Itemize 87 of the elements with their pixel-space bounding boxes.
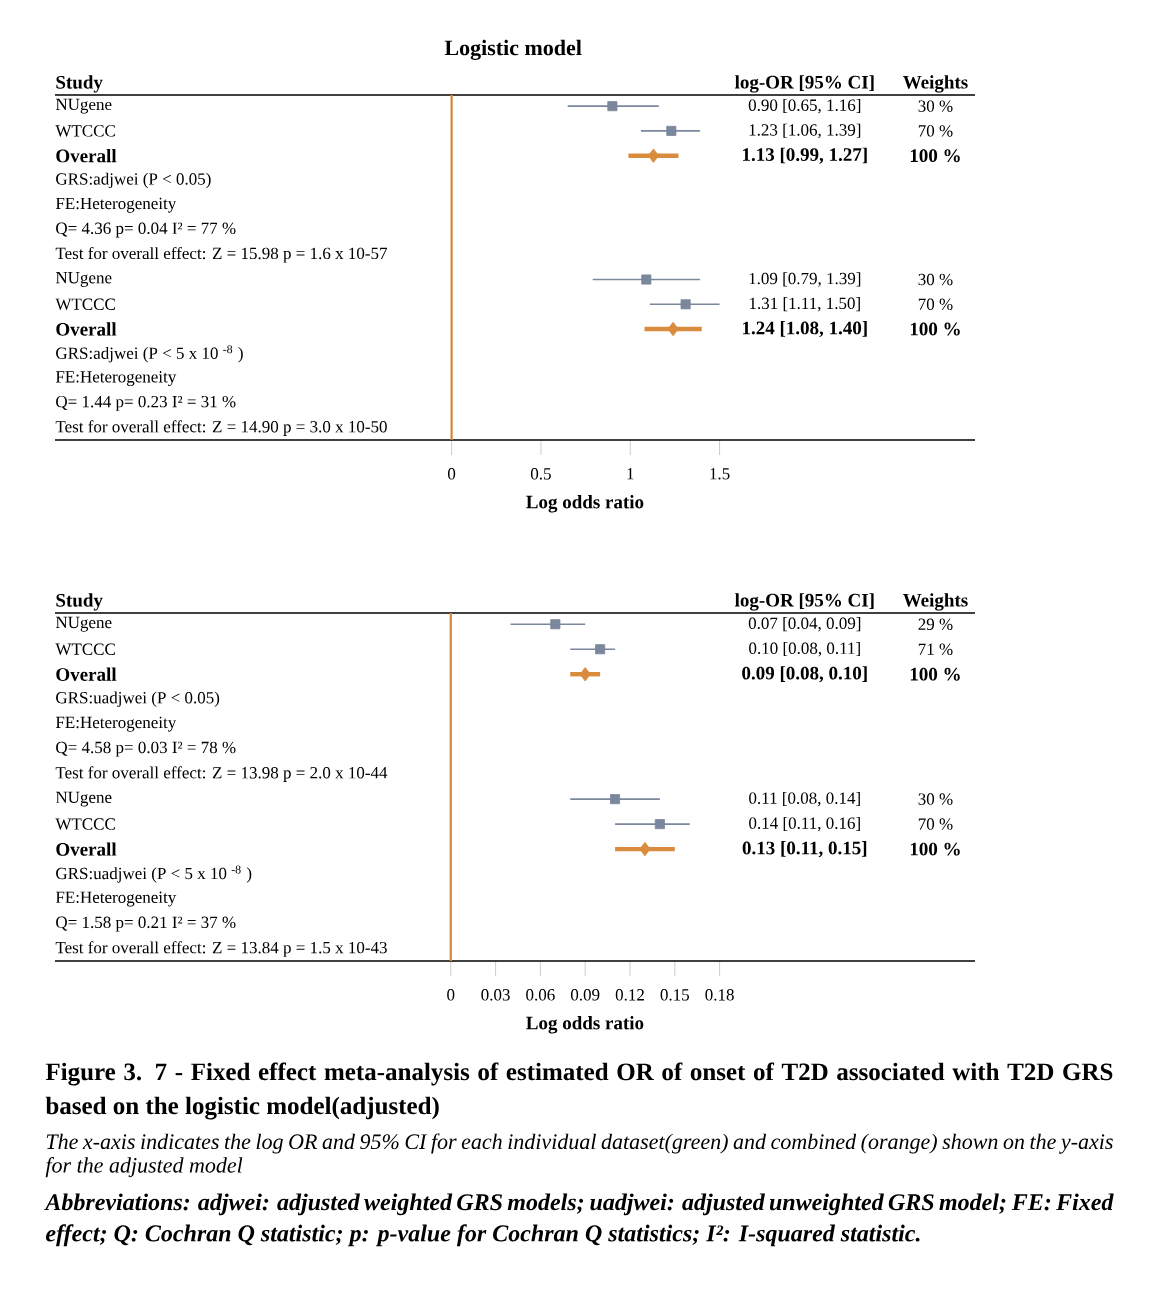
- annotation: 100 %: [910, 322, 960, 336]
- y-tick-label: GRS:uadjwei (P < 5 x 10 $^{-8}$ ): [56, 865, 252, 883]
- text: Weights: [903, 75, 968, 93]
- point: [550, 619, 561, 630]
- y-tick-label: Overall: [56, 842, 117, 856]
- y-tick-label: WTCCC: [55, 298, 115, 311]
- text: log-OR [95% CI]: [734, 593, 874, 611]
- x-axis-title: Log odds ratio: [526, 495, 644, 513]
- y-tick-label: Q= 1.44 p= 0.23 I² = 31 %: [56, 395, 236, 411]
- y-tick-label: FE:Heterogeneity: [55, 891, 177, 907]
- y-axis-title: Study: [56, 75, 103, 93]
- x-tick-label: 0.09: [570, 989, 600, 1001]
- y-tick-label: Overall: [56, 667, 117, 681]
- y-tick-label: Overall: [56, 322, 117, 336]
- annotation: 100 %: [910, 842, 960, 856]
- text: Abbreviations: adjwei: adjusted weighted GRS models; uadjwei: adjusted unweighted GRS model; FE: Fixed effect; Q: Cochran Q statistic; p: p-value for Cochran Q statistics; I²: I-squared statistic.: [44, 1193, 1114, 1247]
- y-tick-label: GRS:adjwei (P < 5 x 10 $^{-8}$ ): [56, 345, 243, 363]
- y-tick-label: Q= 4.36 p= 0.04 I² = 77 %: [56, 222, 236, 238]
- text: The x-axis indicates the log OR and 95% CI for each individual dataset(green) and combined (orange) shown on the y-axis for the adjusted model: [45, 1133, 1113, 1178]
- x-tick-label: 1: [627, 468, 634, 480]
- annotation: 29 %: [918, 618, 953, 631]
- y-tick-label: FE:Heterogeneity: [55, 371, 177, 387]
- chart-title: Logistic model: [444, 39, 582, 60]
- x-tick-label: 0.12: [615, 989, 644, 1001]
- point: [654, 819, 665, 830]
- annotation: 30 %: [918, 100, 953, 112]
- annotation: 1.23 [1.06, 1.39]: [749, 123, 861, 139]
- text: log-OR [95% CI]: [734, 75, 874, 93]
- y-tick-label: Test for overall effect: Z = 13.98 p = 2.0 x 10-44: [55, 766, 388, 782]
- point: [667, 321, 679, 337]
- point: [647, 148, 659, 163]
- y-axis-title: Study: [56, 593, 103, 611]
- point: [680, 299, 691, 310]
- annotation: 30 %: [918, 273, 953, 286]
- point: [641, 274, 652, 285]
- x-tick-label: 0: [447, 468, 456, 480]
- x-tick-label: 0.18: [705, 989, 734, 1001]
- annotation: 0.14 [0.11, 0.16]: [749, 816, 860, 832]
- y-tick-label: WTCCC: [55, 125, 115, 137]
- annotation: 1.09 [0.79, 1.39]: [749, 272, 861, 287]
- y-tick-label: Overall: [56, 149, 117, 163]
- annotation: 1.24 [1.08, 1.40]: [743, 321, 867, 338]
- annotation: 1.31 [1.11, 1.50]: [749, 297, 860, 312]
- annotation: 0.09 [0.08, 0.10]: [742, 666, 867, 683]
- annotation: 100 %: [910, 667, 960, 681]
- y-tick-label: NUgene: [55, 272, 112, 287]
- caption: Figure 3. 7 - Fixed effect meta-analysis of estimated OR of onset of T2D associated with T2D GRS based on the logistic model(adjusted): [45, 1062, 1113, 1120]
- y-tick-label: GRS:adjwei (P < 0.05): [56, 172, 211, 189]
- y-tick-label: Q= 1.58 p= 0.21 I² = 37 %: [56, 916, 236, 932]
- annotation: 70 %: [918, 818, 953, 830]
- y-tick-label: FE:Heterogeneity: [55, 197, 177, 213]
- x-tick-label: 0.15: [660, 989, 690, 1001]
- point: [607, 101, 618, 112]
- annotation: 0.11 [0.08, 0.14]: [749, 791, 860, 807]
- annotation: 70 %: [918, 125, 953, 137]
- x-tick-label: 0: [447, 989, 455, 1001]
- annotation: 0.07 [0.04, 0.09]: [748, 617, 861, 632]
- point: [666, 125, 677, 136]
- y-tick-label: WTCCC: [55, 643, 115, 655]
- text: Weights: [903, 593, 968, 611]
- x-tick-label: 0.03: [481, 989, 510, 1001]
- x-tick-label: 0.5: [530, 468, 551, 480]
- x-tick-label: 1.5: [710, 468, 730, 480]
- annotation: 100 %: [910, 149, 960, 163]
- x-tick-label: 0.06: [526, 989, 555, 1001]
- point: [579, 667, 591, 682]
- annotation: 1.13 [0.99, 1.27]: [743, 147, 867, 164]
- point: [610, 794, 621, 805]
- y-tick-label: Test for overall effect: Z = 14.90 p = 3.0 x 10-50: [55, 420, 387, 436]
- annotation: 0.10 [0.08, 0.11]: [749, 642, 860, 657]
- x-axis-title: Log odds ratio: [526, 1016, 644, 1034]
- annotation: 70 %: [918, 298, 953, 311]
- annotation: 0.90 [0.65, 1.16]: [748, 98, 861, 114]
- point: [639, 841, 651, 857]
- y-tick-label: Q= 4.58 p= 0.03 I² = 78 %: [56, 741, 236, 757]
- annotation: 71 %: [918, 643, 953, 655]
- y-tick-label: NUgene: [55, 791, 112, 807]
- point: [595, 644, 606, 655]
- y-tick-label: NUgene: [55, 616, 112, 632]
- y-tick-label: Test for overall effect: Z = 13.84 p = 1.5 x 10-43: [55, 941, 387, 957]
- annotation: 30 %: [918, 793, 953, 805]
- y-tick-label: Test for overall effect: Z = 15.98 p = 1.6 x 10-57: [55, 246, 388, 263]
- y-tick-label: FE:Heterogeneity: [55, 716, 177, 732]
- y-tick-label: WTCCC: [55, 818, 115, 830]
- y-tick-label: NUgene: [55, 98, 112, 114]
- annotation: 0.13 [0.11, 0.15]: [742, 841, 867, 858]
- y-tick-label: GRS:uadjwei (P < 0.05): [56, 691, 220, 707]
